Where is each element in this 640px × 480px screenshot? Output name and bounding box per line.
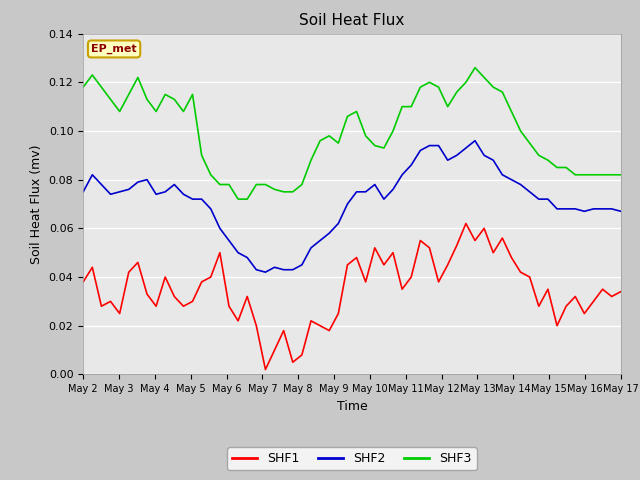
Title: Soil Heat Flux: Soil Heat Flux — [300, 13, 404, 28]
SHF2 — [426, 143, 433, 148]
SHF1 — [170, 294, 178, 300]
Line: SHF1: SHF1 — [83, 224, 621, 370]
SHF3 — [262, 181, 269, 187]
SHF3 — [79, 84, 87, 90]
SHF2 — [617, 208, 625, 214]
SHF3 — [471, 65, 479, 71]
Line: SHF3: SHF3 — [83, 68, 621, 199]
SHF1 — [216, 250, 224, 255]
SHF2 — [271, 264, 278, 270]
SHF2 — [79, 189, 87, 195]
SHF2 — [253, 267, 260, 273]
SHF1 — [426, 245, 433, 251]
SHF3 — [216, 181, 224, 187]
SHF2 — [216, 226, 224, 231]
SHF3 — [617, 172, 625, 178]
SHF2 — [262, 269, 269, 275]
SHF1 — [79, 279, 87, 285]
Line: SHF2: SHF2 — [83, 141, 621, 272]
SHF3 — [426, 79, 433, 85]
SHF1 — [253, 323, 260, 329]
SHF1 — [271, 347, 278, 353]
SHF1 — [234, 318, 242, 324]
X-axis label: Time: Time — [337, 400, 367, 413]
Text: EP_met: EP_met — [92, 44, 137, 54]
SHF3 — [271, 187, 278, 192]
SHF2 — [170, 181, 178, 187]
SHF3 — [170, 96, 178, 102]
SHF1 — [617, 289, 625, 295]
Y-axis label: Soil Heat Flux (mv): Soil Heat Flux (mv) — [30, 144, 43, 264]
SHF1 — [462, 221, 470, 227]
SHF2 — [471, 138, 479, 144]
Legend: SHF1, SHF2, SHF3: SHF1, SHF2, SHF3 — [227, 447, 477, 470]
SHF3 — [234, 196, 242, 202]
SHF3 — [243, 196, 251, 202]
SHF2 — [234, 250, 242, 255]
SHF1 — [262, 367, 269, 372]
